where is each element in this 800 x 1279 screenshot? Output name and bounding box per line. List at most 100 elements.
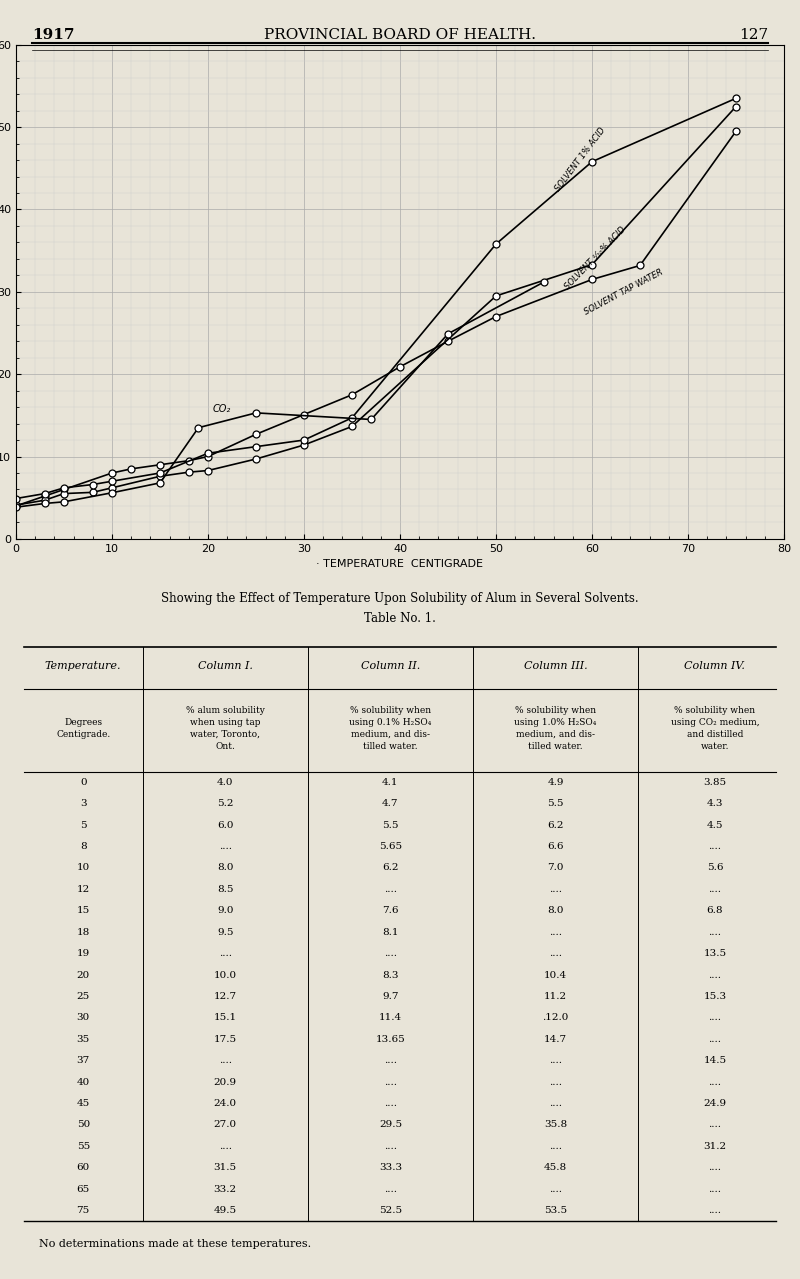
- Text: ....: ....: [708, 885, 722, 894]
- Text: 3.85: 3.85: [703, 778, 726, 787]
- Text: ....: ....: [218, 1056, 232, 1065]
- Text: 6.2: 6.2: [547, 821, 564, 830]
- Text: ....: ....: [549, 1056, 562, 1065]
- Text: 15.1: 15.1: [214, 1013, 237, 1022]
- Text: 19: 19: [77, 949, 90, 958]
- Text: 4.1: 4.1: [382, 778, 398, 787]
- Text: 15: 15: [77, 907, 90, 916]
- Text: 52.5: 52.5: [379, 1206, 402, 1215]
- Text: ....: ....: [384, 1099, 397, 1108]
- Text: 29.5: 29.5: [379, 1120, 402, 1129]
- Text: ....: ....: [549, 927, 562, 936]
- Text: 8.3: 8.3: [382, 971, 398, 980]
- Text: 5.5: 5.5: [547, 799, 564, 808]
- Text: CO₂: CO₂: [213, 404, 231, 413]
- Text: Showing the Effect of Temperature Upon Solubility of Alum in Several Solvents.: Showing the Effect of Temperature Upon S…: [161, 592, 639, 605]
- Text: 9.5: 9.5: [217, 927, 234, 936]
- Text: ....: ....: [384, 1056, 397, 1065]
- Text: 6.8: 6.8: [706, 907, 723, 916]
- Text: ....: ....: [549, 1184, 562, 1193]
- Text: ....: ....: [708, 842, 722, 851]
- Text: 31.2: 31.2: [703, 1142, 726, 1151]
- Text: 5: 5: [80, 821, 86, 830]
- Text: 127: 127: [739, 28, 768, 42]
- Text: 7.6: 7.6: [382, 907, 398, 916]
- Text: 6.0: 6.0: [217, 821, 234, 830]
- Text: ....: ....: [384, 1078, 397, 1087]
- Text: ....: ....: [218, 842, 232, 851]
- Text: 14.5: 14.5: [703, 1056, 726, 1065]
- Text: 13.65: 13.65: [375, 1035, 406, 1044]
- Text: 75: 75: [77, 1206, 90, 1215]
- Text: ....: ....: [549, 949, 562, 958]
- Text: 50: 50: [77, 1120, 90, 1129]
- Text: ....: ....: [384, 1184, 397, 1193]
- Text: 11.4: 11.4: [379, 1013, 402, 1022]
- Text: 24.9: 24.9: [703, 1099, 726, 1108]
- Text: .12.0: .12.0: [542, 1013, 569, 1022]
- Text: 8.1: 8.1: [382, 927, 398, 936]
- Text: 7.0: 7.0: [547, 863, 564, 872]
- Text: Table No. 1.: Table No. 1.: [364, 613, 436, 625]
- Text: 13.5: 13.5: [703, 949, 726, 958]
- Text: 5.65: 5.65: [379, 842, 402, 851]
- Text: 20: 20: [77, 971, 90, 980]
- Text: 4.7: 4.7: [382, 799, 398, 808]
- Text: 3: 3: [80, 799, 86, 808]
- Text: ....: ....: [384, 949, 397, 958]
- Text: % solubility when
using 0.1% H₂SO₄
medium, and dis-
tilled water.: % solubility when using 0.1% H₂SO₄ mediu…: [350, 706, 431, 751]
- Text: 10.0: 10.0: [214, 971, 237, 980]
- Text: 55: 55: [77, 1142, 90, 1151]
- Text: 4.5: 4.5: [706, 821, 723, 830]
- Text: 27.0: 27.0: [214, 1120, 237, 1129]
- Text: ....: ....: [218, 949, 232, 958]
- Text: % alum solubility
when using tap
water, Toronto,
Ont.: % alum solubility when using tap water, …: [186, 706, 265, 751]
- Text: ....: ....: [549, 885, 562, 894]
- Text: 15.3: 15.3: [703, 993, 726, 1001]
- Text: 60: 60: [77, 1163, 90, 1173]
- Text: 10.4: 10.4: [544, 971, 567, 980]
- Text: 37: 37: [77, 1056, 90, 1065]
- Text: ....: ....: [384, 885, 397, 894]
- Text: ....: ....: [708, 1120, 722, 1129]
- Text: Column II.: Column II.: [361, 661, 420, 671]
- Text: 4.9: 4.9: [547, 778, 564, 787]
- Text: ....: ....: [708, 1163, 722, 1173]
- Text: SOLVENT TAP WATER: SOLVENT TAP WATER: [582, 267, 664, 316]
- Text: ....: ....: [549, 1078, 562, 1087]
- Text: 9.7: 9.7: [382, 993, 398, 1001]
- Text: 45: 45: [77, 1099, 90, 1108]
- Text: SOLVENT 1% ACID: SOLVENT 1% ACID: [554, 125, 607, 193]
- Text: 20.9: 20.9: [214, 1078, 237, 1087]
- Text: Column III.: Column III.: [524, 661, 587, 671]
- Text: 35: 35: [77, 1035, 90, 1044]
- Text: ....: ....: [708, 1184, 722, 1193]
- Text: 33.2: 33.2: [214, 1184, 237, 1193]
- Text: ....: ....: [384, 1142, 397, 1151]
- Text: 45.8: 45.8: [544, 1163, 567, 1173]
- Text: % solubility when
using 1.0% H₂SO₄
medium, and dis-
tilled water.: % solubility when using 1.0% H₂SO₄ mediu…: [514, 706, 597, 751]
- Text: 5.5: 5.5: [382, 821, 398, 830]
- Text: 9.0: 9.0: [217, 907, 234, 916]
- Text: 65: 65: [77, 1184, 90, 1193]
- Text: ....: ....: [708, 1035, 722, 1044]
- Text: 12: 12: [77, 885, 90, 894]
- Text: Temperature.: Temperature.: [45, 661, 122, 671]
- Text: 8: 8: [80, 842, 86, 851]
- Text: 53.5: 53.5: [544, 1206, 567, 1215]
- Text: 11.2: 11.2: [544, 993, 567, 1001]
- Text: 10: 10: [77, 863, 90, 872]
- Text: ....: ....: [549, 1142, 562, 1151]
- Text: Column IV.: Column IV.: [685, 661, 746, 671]
- Text: Degrees
Centigrade.: Degrees Centigrade.: [56, 718, 110, 739]
- Text: 8.5: 8.5: [217, 885, 234, 894]
- Text: 24.0: 24.0: [214, 1099, 237, 1108]
- Text: SOLVENT ¹⁄₁₀% ACID: SOLVENT ¹⁄₁₀% ACID: [563, 225, 628, 292]
- Text: 35.8: 35.8: [544, 1120, 567, 1129]
- Text: 17.5: 17.5: [214, 1035, 237, 1044]
- Text: 4.3: 4.3: [706, 799, 723, 808]
- Text: % solubility when
using CO₂ medium,
and distilled
water.: % solubility when using CO₂ medium, and …: [670, 706, 759, 751]
- Text: 5.2: 5.2: [217, 799, 234, 808]
- Text: 25: 25: [77, 993, 90, 1001]
- Text: 1917: 1917: [32, 28, 74, 42]
